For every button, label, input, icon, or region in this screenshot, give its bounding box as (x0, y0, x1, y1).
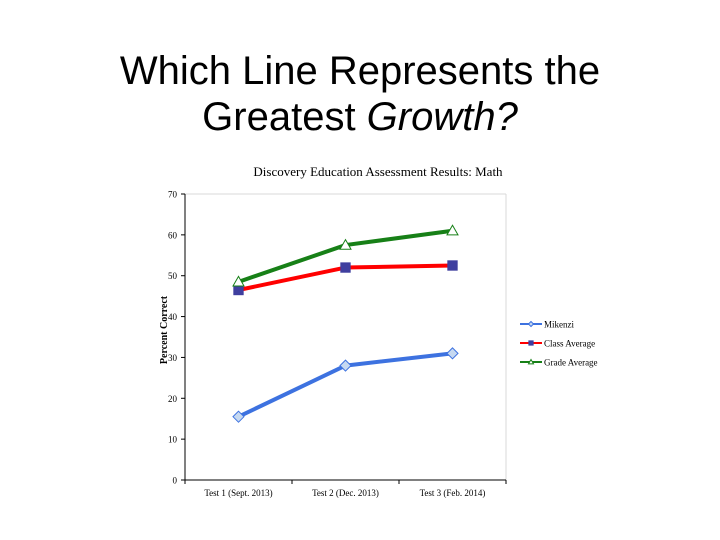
data-point-triangle (339, 238, 352, 250)
y-axis-label: Percent Correct (159, 295, 170, 364)
y-tick-label: 40 (168, 312, 178, 322)
legend-label: Class Average (544, 339, 595, 349)
series-line (237, 228, 453, 284)
legend-item: Mikenzi (520, 320, 574, 330)
y-tick-label: 30 (168, 353, 178, 363)
y-tick-label: 0 (173, 476, 178, 486)
slide-title-greatest: Greatest (202, 95, 367, 139)
slide-title-line-2: Greatest Growth? (0, 94, 720, 140)
slide-title-growth: Growth? (366, 95, 518, 139)
chart-series (232, 224, 459, 423)
y-tick-label: 20 (168, 394, 178, 404)
slide-title-line-1: Which Line Represents the (119, 49, 601, 93)
chart-axes: 0 10 20 30 40 50 60 70 Test 1 (Sept. 2013) Test 2… (168, 190, 507, 498)
x-tick-label: Test 1 (Sept. 2013) (204, 488, 272, 498)
legend-item: Grade Average (520, 358, 598, 368)
data-point-triangle (527, 358, 535, 365)
series-class-average (233, 260, 458, 296)
data-point-square (528, 340, 534, 346)
data-point-triangle (232, 275, 245, 287)
data-point-diamond (446, 347, 459, 360)
chart-title: Discovery Education Assessment Results: … (253, 164, 503, 179)
legend-label: Mikenzi (544, 320, 574, 330)
x-tick-label: Test 2 (Dec. 2013) (312, 488, 379, 498)
data-point-diamond (339, 359, 352, 372)
series-mikenzi (232, 347, 459, 423)
slide-title: Which Line Represents the Greatest Growt… (0, 48, 720, 140)
data-point-triangle (446, 224, 459, 236)
y-tick-label: 10 (168, 435, 178, 445)
y-tick-label: 60 (168, 230, 178, 240)
series-grade-average (232, 224, 459, 287)
legend-item: Class Average (520, 339, 595, 349)
y-tick-label: 50 (168, 271, 178, 281)
data-point-diamond (232, 410, 245, 423)
y-tick-label: 70 (168, 190, 178, 200)
data-point-diamond (527, 320, 535, 328)
chart-legend: Mikenzi Class Average Grade Average (520, 320, 598, 368)
data-point-square (340, 262, 351, 273)
data-point-square (447, 260, 458, 271)
data-point-square (233, 284, 244, 296)
x-tick-label: Test 3 (Feb. 2014) (420, 488, 486, 498)
legend-label: Grade Average (544, 358, 598, 368)
